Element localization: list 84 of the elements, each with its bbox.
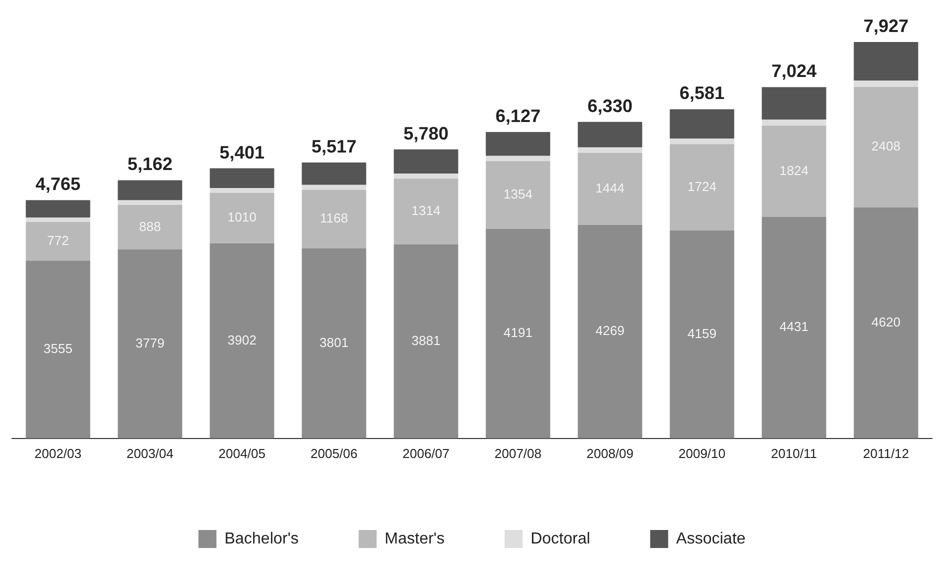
data-label: 4269 [596,323,624,338]
bar [578,122,642,148]
total-label: 6,581 [679,83,725,104]
bar [670,144,734,230]
x-tick-label: 2005/06 [310,446,358,461]
data-label: 1824 [780,162,808,178]
bar [762,87,826,120]
bar [302,162,366,185]
total-label: 5,780 [403,123,449,144]
bar [762,216,826,438]
bar [394,174,458,179]
bar [762,120,826,126]
data-label: 3801 [320,334,348,350]
data-label: 3555 [44,341,72,356]
bar [854,207,918,438]
bar [118,249,182,438]
bar [210,168,274,188]
bar [578,152,642,225]
x-tick-label: 2002/03 [34,446,82,461]
data-label: 2408 [872,138,900,154]
total-label: 5,517 [311,136,357,156]
total-label: 5,401 [219,142,265,162]
total-label: 7,024 [771,61,817,82]
bar [486,228,550,438]
bar [26,218,90,222]
total-label: 6,127 [495,106,541,126]
bar [26,260,90,438]
legend-label: Doctoral [530,530,590,548]
bar [26,200,90,218]
bar [486,161,550,229]
bar [118,205,182,250]
data-label: 4620 [872,314,900,330]
bar [762,126,826,217]
bar [26,222,90,261]
bar [670,138,734,144]
x-tick-label: 2004/05 [218,446,266,461]
data-label: 772 [47,232,69,248]
total-label: 5,162 [127,154,173,174]
bar [854,42,918,81]
bar [394,244,458,438]
bar [854,80,918,87]
data-label: 4191 [504,325,532,340]
data-label: 3902 [228,332,256,348]
bar [118,200,182,205]
x-tick-label: 2006/07 [402,446,450,461]
total-label: 7,927 [863,16,909,36]
bar [854,86,918,208]
total-label: 4,765 [35,174,81,194]
data-label: 888 [139,218,161,234]
x-tick-label: 2003/04 [126,446,174,461]
x-tick-label: 2007/08 [494,446,542,461]
total-label: 6,330 [587,96,633,116]
bar [302,248,366,438]
data-label: 1010 [228,210,256,225]
bar [578,147,642,153]
bar [210,243,274,438]
bar [670,230,734,438]
x-tick-label: 2010/11 [770,446,818,461]
data-label: 1444 [596,180,624,196]
x-tick-label: 2009/10 [678,446,726,461]
x-tick-label: 2011/12 [862,446,910,461]
data-label: 4431 [780,319,808,334]
legend-label: Bachelor's [224,530,299,548]
bar [394,178,458,244]
data-label: 3779 [136,335,164,350]
bar [394,149,458,174]
bar [302,190,366,248]
data-label: 1314 [412,203,440,218]
data-label: 1724 [688,178,716,194]
data-label: 1354 [504,186,532,202]
x-tick-label: 2008/09 [586,446,634,461]
legend-label: Master's [384,530,445,548]
bar [210,188,274,193]
bar [302,184,366,190]
data-label: 4159 [688,326,716,341]
bar [670,109,734,139]
data-label: 1168 [320,210,348,226]
bar [118,180,182,200]
bar [578,224,642,438]
bar [210,192,274,244]
bar [486,156,550,162]
legend-label: Associate [676,530,746,548]
data-label: 3881 [412,332,440,348]
bar [486,132,550,156]
